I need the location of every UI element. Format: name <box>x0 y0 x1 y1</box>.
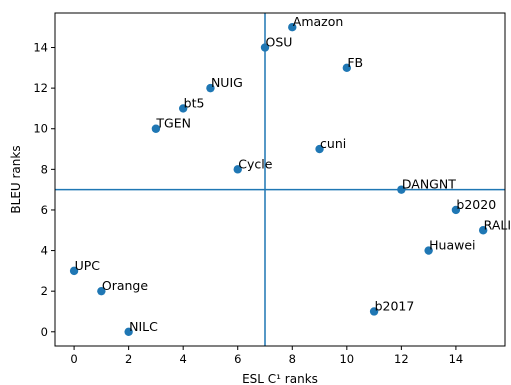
point-label: RALI <box>484 217 511 232</box>
x-tick-label: 4 <box>180 352 187 366</box>
data-point <box>69 266 79 276</box>
x-tick-label: 14 <box>449 352 464 366</box>
data-point <box>478 226 488 235</box>
y-axis-label: BLEU ranks <box>9 145 23 213</box>
y-tick-label: 14 <box>33 41 48 55</box>
data-point <box>451 205 461 215</box>
y-axis-ticks: 0 2 4 6 8 10 12 14 <box>33 41 55 339</box>
y-tick-label: 12 <box>33 81 48 95</box>
x-tick-label: 2 <box>125 352 132 366</box>
point-label: NILC <box>129 319 158 334</box>
data-point <box>206 83 215 93</box>
x-axis-ticks: 0 2 4 6 8 10 12 14 <box>70 346 463 366</box>
point-label: Huawei <box>429 238 475 253</box>
x-tick-label: 8 <box>289 352 296 366</box>
point-label: Orange <box>102 278 148 293</box>
point-label: cuni <box>320 136 346 151</box>
data-point <box>424 246 433 255</box>
point-label: TGEN <box>155 116 191 131</box>
y-tick-label: 6 <box>41 203 48 217</box>
x-tick-label: 0 <box>70 352 77 366</box>
plot-frame <box>54 12 506 347</box>
y-tick-label: 4 <box>41 244 48 258</box>
data-point <box>233 165 242 174</box>
point-label: UPC <box>75 258 101 273</box>
data-point <box>97 286 106 296</box>
point-label: OSU <box>266 35 293 50</box>
x-axis-label: ESL C¹ ranks <box>242 372 318 385</box>
point-label: Amazon <box>293 14 344 29</box>
point-label: Cycle <box>238 156 272 171</box>
x-tick-label: 10 <box>339 352 354 366</box>
data-point <box>397 185 406 194</box>
data-point <box>260 43 270 52</box>
point-labels: AmazonOSUFBNUIGbt5TGENcuniCycleDANGNTb20… <box>75 14 511 334</box>
data-point <box>124 327 133 336</box>
x-tick-label: 12 <box>394 352 409 366</box>
data-points <box>69 23 488 336</box>
y-tick-label: 8 <box>41 162 48 176</box>
y-tick-label: 0 <box>41 325 48 339</box>
point-label: b2020 <box>456 197 496 212</box>
data-point <box>315 144 324 154</box>
data-point <box>178 104 188 113</box>
point-label: bt5 <box>184 95 205 110</box>
data-point <box>342 63 352 73</box>
data-point <box>369 307 379 316</box>
point-label: NUIG <box>211 75 243 90</box>
point-label: FB <box>347 55 363 70</box>
data-point <box>151 124 161 133</box>
y-tick-label: 10 <box>33 122 48 136</box>
y-tick-label: 2 <box>41 284 48 298</box>
x-tick-label: 6 <box>234 352 241 366</box>
reference-lines <box>55 13 505 346</box>
data-point <box>288 23 297 32</box>
point-label: DANGNT <box>402 177 456 192</box>
point-label: b2017 <box>375 298 415 313</box>
